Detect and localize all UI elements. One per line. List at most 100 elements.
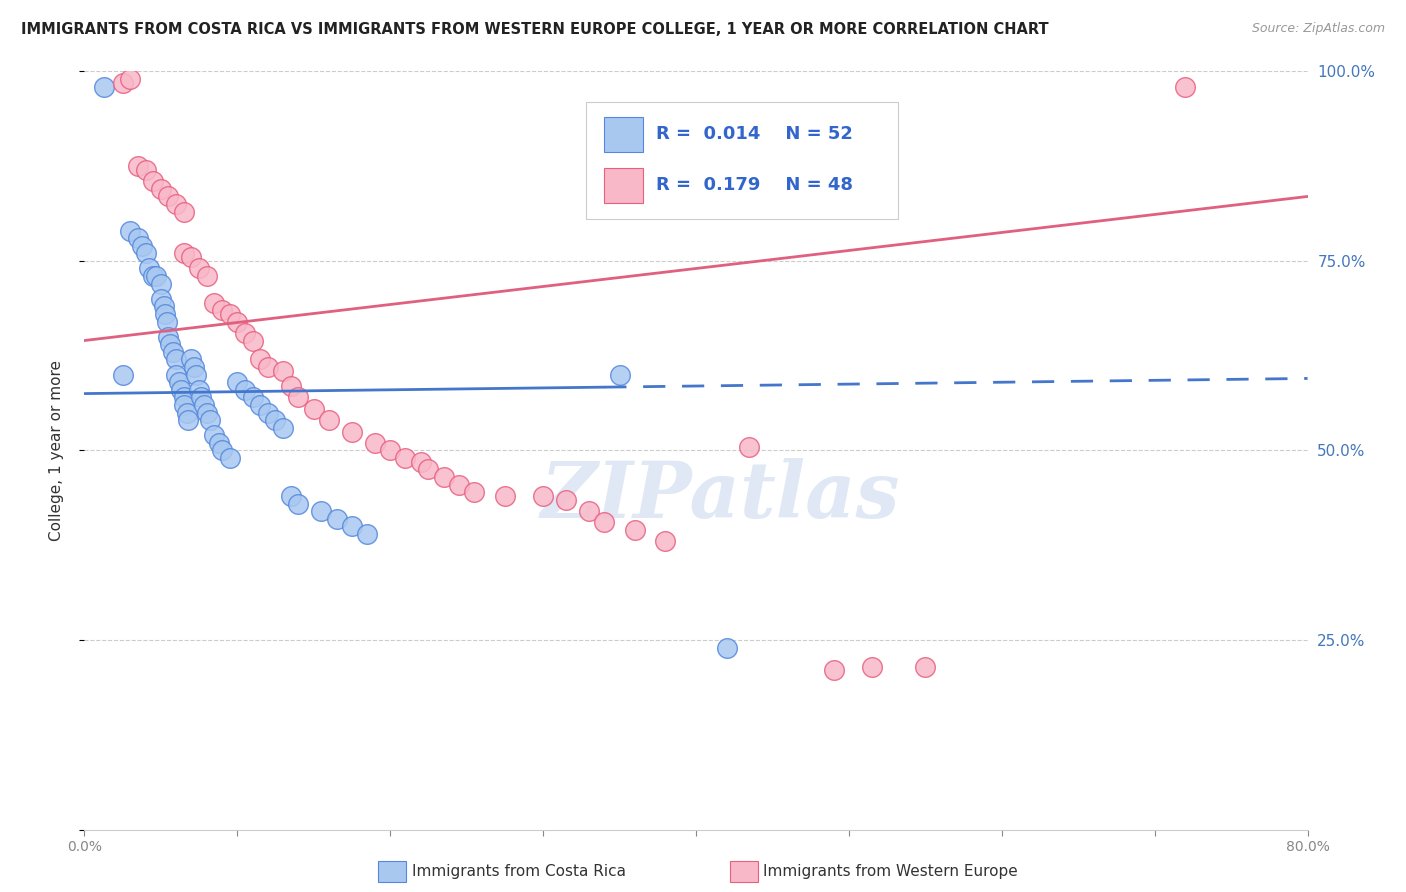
FancyBboxPatch shape bbox=[605, 168, 644, 202]
Point bbox=[149, 292, 172, 306]
Point bbox=[311, 504, 333, 518]
FancyBboxPatch shape bbox=[605, 117, 644, 152]
Point bbox=[624, 523, 647, 537]
Text: IMMIGRANTS FROM COSTA RICA VS IMMIGRANTS FROM WESTERN EUROPE COLLEGE, 1 YEAR OR : IMMIGRANTS FROM COSTA RICA VS IMMIGRANTS… bbox=[21, 22, 1049, 37]
Point bbox=[149, 182, 172, 196]
Point bbox=[183, 359, 205, 375]
Point bbox=[142, 174, 165, 188]
Point bbox=[914, 659, 936, 673]
Point bbox=[264, 413, 287, 427]
Point bbox=[190, 391, 212, 405]
FancyBboxPatch shape bbox=[586, 102, 898, 219]
Text: ZIPatlas: ZIPatlas bbox=[541, 458, 900, 534]
Point bbox=[202, 295, 225, 310]
Point bbox=[127, 231, 149, 245]
Point bbox=[180, 352, 202, 367]
Point bbox=[167, 376, 190, 390]
Point bbox=[211, 303, 233, 318]
Point bbox=[447, 477, 470, 491]
Point bbox=[433, 470, 456, 484]
Text: R =  0.014    N = 52: R = 0.014 N = 52 bbox=[655, 125, 852, 144]
Point bbox=[165, 368, 187, 382]
Point bbox=[249, 398, 271, 412]
Point bbox=[93, 79, 115, 94]
Point bbox=[131, 238, 153, 253]
Point bbox=[325, 512, 347, 526]
Point bbox=[202, 428, 225, 442]
Point bbox=[157, 189, 180, 203]
Point bbox=[145, 269, 167, 284]
Point bbox=[155, 307, 177, 321]
Point bbox=[716, 640, 738, 655]
Point bbox=[280, 379, 302, 393]
Point bbox=[685, 174, 707, 188]
Point bbox=[111, 368, 134, 382]
Y-axis label: College, 1 year or more: College, 1 year or more bbox=[49, 360, 63, 541]
Point bbox=[173, 398, 195, 412]
Point bbox=[195, 269, 218, 284]
Point bbox=[173, 246, 195, 260]
Point bbox=[153, 300, 176, 314]
Point bbox=[157, 330, 180, 344]
Point bbox=[738, 440, 761, 454]
Point bbox=[208, 436, 231, 450]
Point bbox=[198, 413, 221, 427]
Point bbox=[149, 277, 172, 291]
Point bbox=[249, 352, 271, 367]
Point bbox=[135, 163, 157, 178]
Point bbox=[860, 659, 883, 673]
Point bbox=[111, 76, 134, 90]
Point bbox=[233, 326, 256, 340]
Point bbox=[242, 391, 264, 405]
Point bbox=[165, 197, 187, 211]
Text: Immigrants from Western Europe: Immigrants from Western Europe bbox=[763, 864, 1018, 879]
Point bbox=[170, 383, 193, 397]
Text: Immigrants from Costa Rica: Immigrants from Costa Rica bbox=[412, 864, 626, 879]
Point bbox=[180, 250, 202, 264]
Point bbox=[654, 534, 676, 549]
Point bbox=[233, 383, 256, 397]
Text: R =  0.179    N = 48: R = 0.179 N = 48 bbox=[655, 176, 852, 194]
Point bbox=[418, 462, 440, 476]
Point bbox=[211, 443, 233, 458]
Point bbox=[271, 421, 294, 435]
Point bbox=[287, 391, 309, 405]
Point bbox=[162, 344, 184, 359]
Point bbox=[609, 368, 631, 382]
Point bbox=[173, 204, 195, 219]
Point bbox=[138, 261, 160, 276]
Point bbox=[195, 405, 218, 420]
Point bbox=[156, 314, 179, 328]
Point bbox=[340, 425, 363, 439]
Point bbox=[142, 269, 165, 284]
Point bbox=[177, 413, 200, 427]
Point bbox=[218, 307, 240, 321]
Point bbox=[555, 492, 578, 507]
Point bbox=[823, 664, 845, 678]
Point bbox=[394, 451, 416, 466]
Point bbox=[127, 159, 149, 173]
Point bbox=[364, 436, 387, 450]
Point bbox=[242, 334, 264, 348]
Point bbox=[531, 489, 554, 503]
Point bbox=[257, 359, 280, 375]
Point bbox=[318, 413, 340, 427]
Point bbox=[135, 246, 157, 260]
Point bbox=[226, 314, 249, 328]
Point bbox=[193, 398, 215, 412]
Point bbox=[226, 376, 249, 390]
Point bbox=[302, 401, 325, 416]
Point bbox=[280, 489, 302, 503]
Point bbox=[188, 383, 211, 397]
Point bbox=[257, 405, 280, 420]
Point bbox=[271, 364, 294, 378]
Point bbox=[120, 72, 142, 87]
Point bbox=[159, 337, 181, 351]
Point bbox=[409, 455, 432, 469]
Point bbox=[173, 391, 195, 405]
Text: Source: ZipAtlas.com: Source: ZipAtlas.com bbox=[1251, 22, 1385, 36]
Point bbox=[380, 443, 402, 458]
Point bbox=[578, 504, 600, 518]
Point bbox=[356, 526, 378, 541]
Point bbox=[176, 405, 198, 420]
